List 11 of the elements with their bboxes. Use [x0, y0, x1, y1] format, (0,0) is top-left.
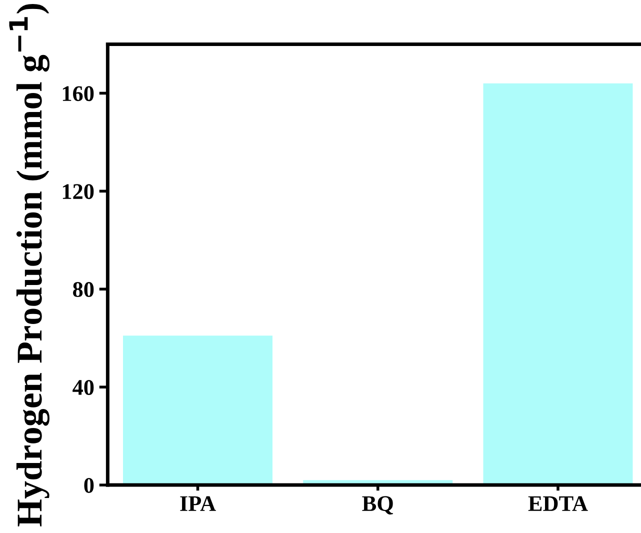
x-tick-label: BQ — [362, 496, 393, 514]
y-axis-title: Hydrogen Production (mmol g$^{−1}$) — [9, 4, 50, 526]
y-tick-label: 0 — [84, 478, 94, 493]
y-tick-label: 40 — [72, 380, 94, 396]
x-tick-label: IPA — [180, 496, 216, 511]
y-tick-label: 160 — [62, 86, 94, 102]
y-tick-label: 80 — [73, 282, 94, 298]
bar — [483, 83, 633, 486]
y-tick-label: 120 — [62, 184, 94, 200]
bar — [123, 336, 272, 486]
x-tick-label: EDTA — [528, 496, 588, 511]
